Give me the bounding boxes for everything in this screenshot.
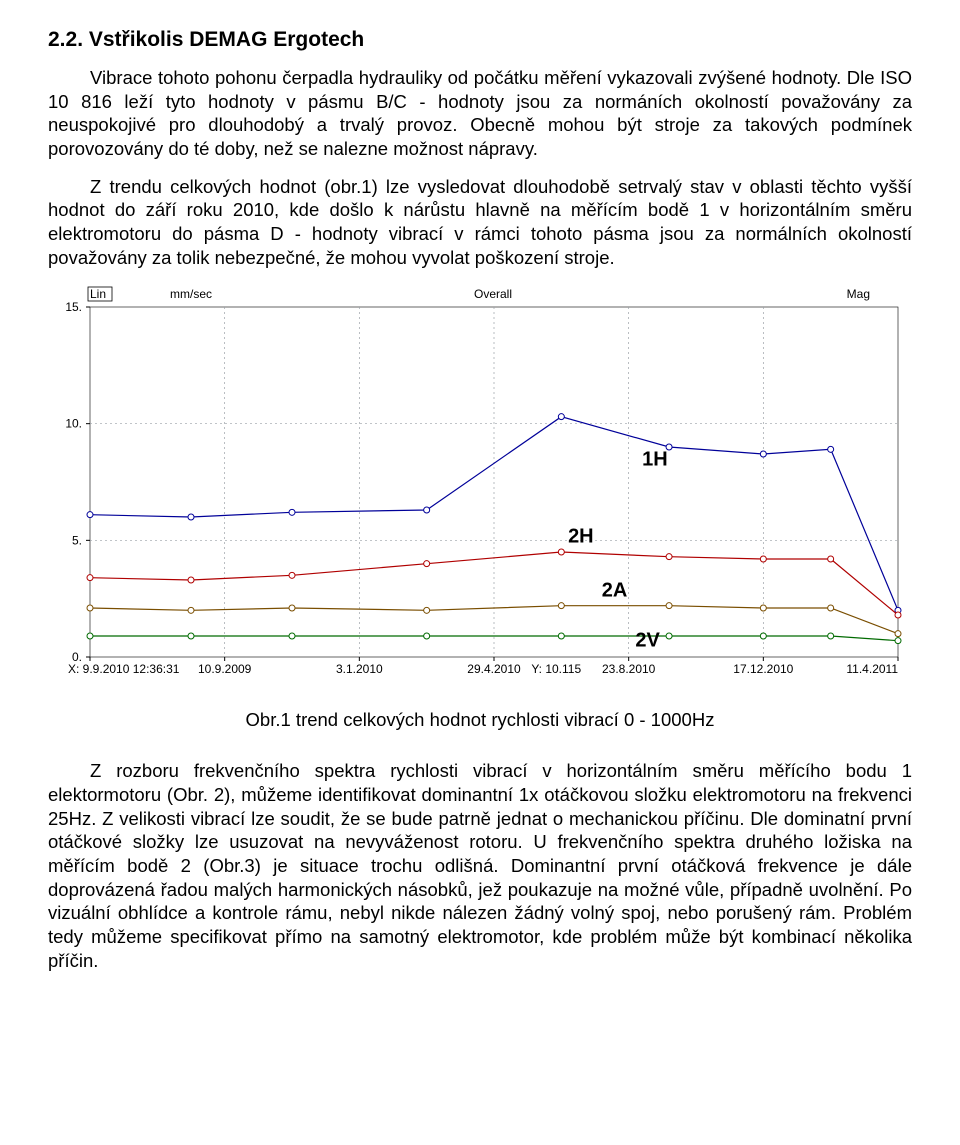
svg-text:Y: 10.115: Y: 10.115 bbox=[531, 662, 581, 676]
svg-text:3.1.2010: 3.1.2010 bbox=[336, 662, 383, 676]
chart-caption: Obr.1 trend celkových hodnot rychlosti v… bbox=[48, 709, 912, 731]
svg-text:2H: 2H bbox=[568, 526, 594, 548]
svg-text:10.9.2009: 10.9.2009 bbox=[198, 662, 252, 676]
trend-chart: Linmm/secOverallMag0.5.10.15.X: 9.9.2010… bbox=[48, 283, 912, 703]
paragraph-3: Z rozboru frekvenčního spektra rychlosti… bbox=[48, 759, 912, 972]
svg-text:2A: 2A bbox=[602, 580, 628, 602]
svg-text:17.12.2010: 17.12.2010 bbox=[733, 662, 793, 676]
svg-text:Mag: Mag bbox=[847, 287, 870, 301]
paragraph-1: Vibrace tohoto pohonu čerpadla hydraulik… bbox=[48, 66, 912, 161]
svg-text:Lin: Lin bbox=[90, 287, 106, 301]
svg-text:1H: 1H bbox=[642, 449, 668, 471]
section-heading: 2.2. Vstřikolis DEMAG Ergotech bbox=[48, 28, 912, 52]
trend-chart-svg: Linmm/secOverallMag0.5.10.15.X: 9.9.2010… bbox=[48, 283, 912, 703]
svg-text:mm/sec: mm/sec bbox=[170, 287, 212, 301]
svg-text:Overall: Overall bbox=[474, 287, 512, 301]
svg-text:23.8.2010: 23.8.2010 bbox=[602, 662, 656, 676]
svg-text:11.4.2011: 11.4.2011 bbox=[846, 662, 898, 676]
svg-text:15.: 15. bbox=[65, 300, 82, 314]
svg-text:X: 9.9.2010 12:36:31: X: 9.9.2010 12:36:31 bbox=[68, 662, 180, 676]
svg-text:10.: 10. bbox=[65, 417, 82, 431]
paragraph-2: Z trendu celkových hodnot (obr.1) lze vy… bbox=[48, 175, 912, 270]
svg-text:2V: 2V bbox=[635, 630, 660, 652]
svg-text:5.: 5. bbox=[72, 534, 82, 548]
svg-text:29.4.2010: 29.4.2010 bbox=[467, 662, 521, 676]
